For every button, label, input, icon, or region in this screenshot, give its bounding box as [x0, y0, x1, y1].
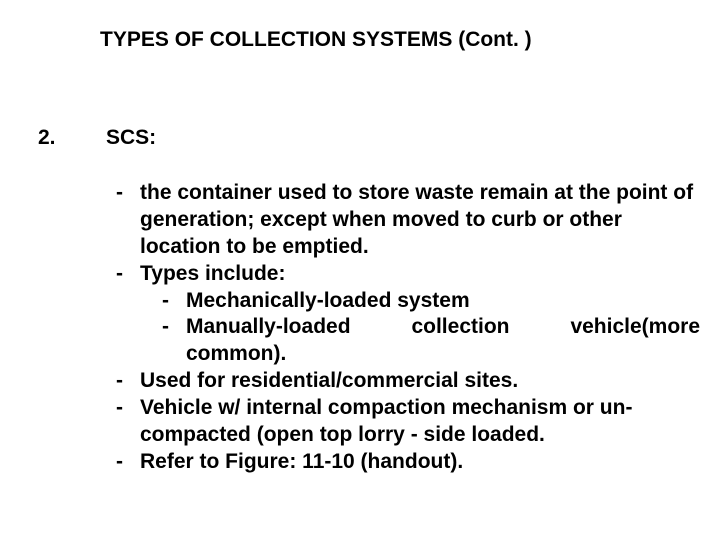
- bullet-5: - Refer to Figure: 11-10 (handout).: [106, 449, 700, 476]
- bullet-4: - Vehicle w/ internal compaction mechani…: [106, 395, 700, 449]
- list-number: 2.: [38, 126, 56, 150]
- bullet-5-text: Refer to Figure: 11-10 (handout).: [140, 449, 700, 476]
- bullet-2b-word1: Manually-loaded: [186, 314, 351, 341]
- dash-icon: -: [162, 288, 186, 315]
- bullet-2a: - Mechanically-loaded system: [162, 288, 700, 315]
- bullet-2-text: Types include:: [140, 261, 700, 288]
- bullet-1-text: the container used to store waste remain…: [140, 180, 700, 261]
- dash-icon: -: [106, 261, 140, 288]
- dash-icon: -: [106, 180, 140, 207]
- dash-icon: -: [106, 368, 140, 395]
- bullet-2b-word3: vehicle(more: [570, 314, 700, 341]
- bullet-1: - the container used to store waste rema…: [106, 180, 700, 261]
- bullet-2b-text: Manually-loaded collection vehicle(more …: [186, 314, 700, 368]
- page-title: TYPES OF COLLECTION SYSTEMS (Cont. ): [100, 28, 532, 52]
- dash-icon: -: [162, 314, 186, 341]
- bullet-3: - Used for residential/commercial sites.: [106, 368, 700, 395]
- dash-icon: -: [106, 449, 140, 476]
- scs-heading: SCS:: [106, 126, 156, 150]
- bullet-2: - Types include:: [106, 261, 700, 288]
- bullet-4-text: Vehicle w/ internal compaction mechanism…: [140, 395, 700, 449]
- bullet-3-text: Used for residential/commercial sites.: [140, 368, 700, 395]
- bullet-2b: - Manually-loaded collection vehicle(mor…: [162, 314, 700, 368]
- bullet-2b-line2: common).: [186, 341, 700, 368]
- bullet-2a-text: Mechanically-loaded system: [186, 288, 700, 315]
- bullet-2b-word2: collection: [411, 314, 509, 341]
- dash-icon: -: [106, 395, 140, 422]
- content-block: - the container used to store waste rema…: [106, 180, 700, 476]
